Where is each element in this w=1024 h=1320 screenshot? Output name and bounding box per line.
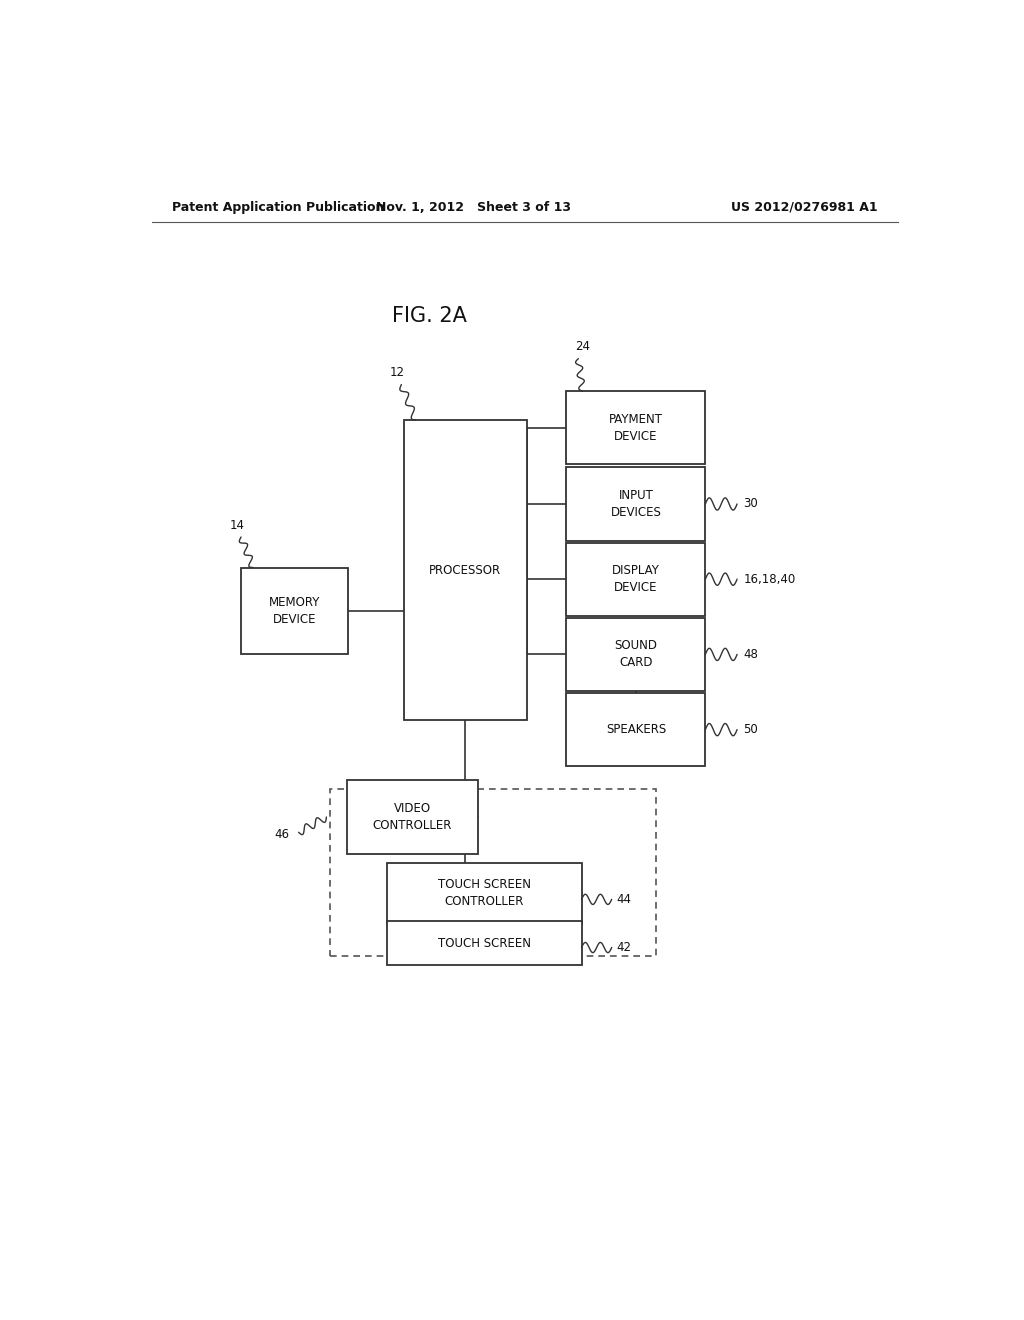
Text: MEMORY
DEVICE: MEMORY DEVICE xyxy=(269,595,321,626)
Text: 24: 24 xyxy=(574,341,590,352)
Bar xyxy=(566,618,706,690)
Bar xyxy=(403,420,526,719)
Bar xyxy=(566,693,706,766)
Text: Patent Application Publication: Patent Application Publication xyxy=(172,201,384,214)
Text: PAYMENT
DEVICE: PAYMENT DEVICE xyxy=(609,413,663,442)
Text: INPUT
DEVICES: INPUT DEVICES xyxy=(610,488,662,519)
Bar xyxy=(387,863,582,924)
Text: 46: 46 xyxy=(274,828,289,841)
Text: 12: 12 xyxy=(390,366,404,379)
Bar xyxy=(331,788,655,956)
Bar xyxy=(387,921,582,965)
Bar xyxy=(241,568,348,653)
Bar xyxy=(347,780,477,854)
Bar xyxy=(566,543,706,616)
Bar xyxy=(566,467,706,541)
Text: SPEAKERS: SPEAKERS xyxy=(606,723,666,737)
Text: 30: 30 xyxy=(743,498,758,511)
Text: 50: 50 xyxy=(743,723,758,737)
Text: 16,18,40: 16,18,40 xyxy=(743,573,796,586)
Text: 14: 14 xyxy=(229,519,245,532)
Text: US 2012/0276981 A1: US 2012/0276981 A1 xyxy=(731,201,878,214)
Bar xyxy=(566,391,706,465)
Text: 48: 48 xyxy=(743,648,759,661)
Text: Nov. 1, 2012   Sheet 3 of 13: Nov. 1, 2012 Sheet 3 of 13 xyxy=(376,201,570,214)
Text: FIG. 2A: FIG. 2A xyxy=(392,306,467,326)
Text: PROCESSOR: PROCESSOR xyxy=(429,564,502,577)
Text: 42: 42 xyxy=(616,941,632,954)
Text: TOUCH SCREEN
CONTROLLER: TOUCH SCREEN CONTROLLER xyxy=(438,878,530,908)
Text: SOUND
CARD: SOUND CARD xyxy=(614,639,657,669)
Text: VIDEO
CONTROLLER: VIDEO CONTROLLER xyxy=(373,803,452,832)
Text: 44: 44 xyxy=(616,892,632,906)
Text: TOUCH SCREEN: TOUCH SCREEN xyxy=(438,937,530,949)
Text: DISPLAY
DEVICE: DISPLAY DEVICE xyxy=(612,564,659,594)
